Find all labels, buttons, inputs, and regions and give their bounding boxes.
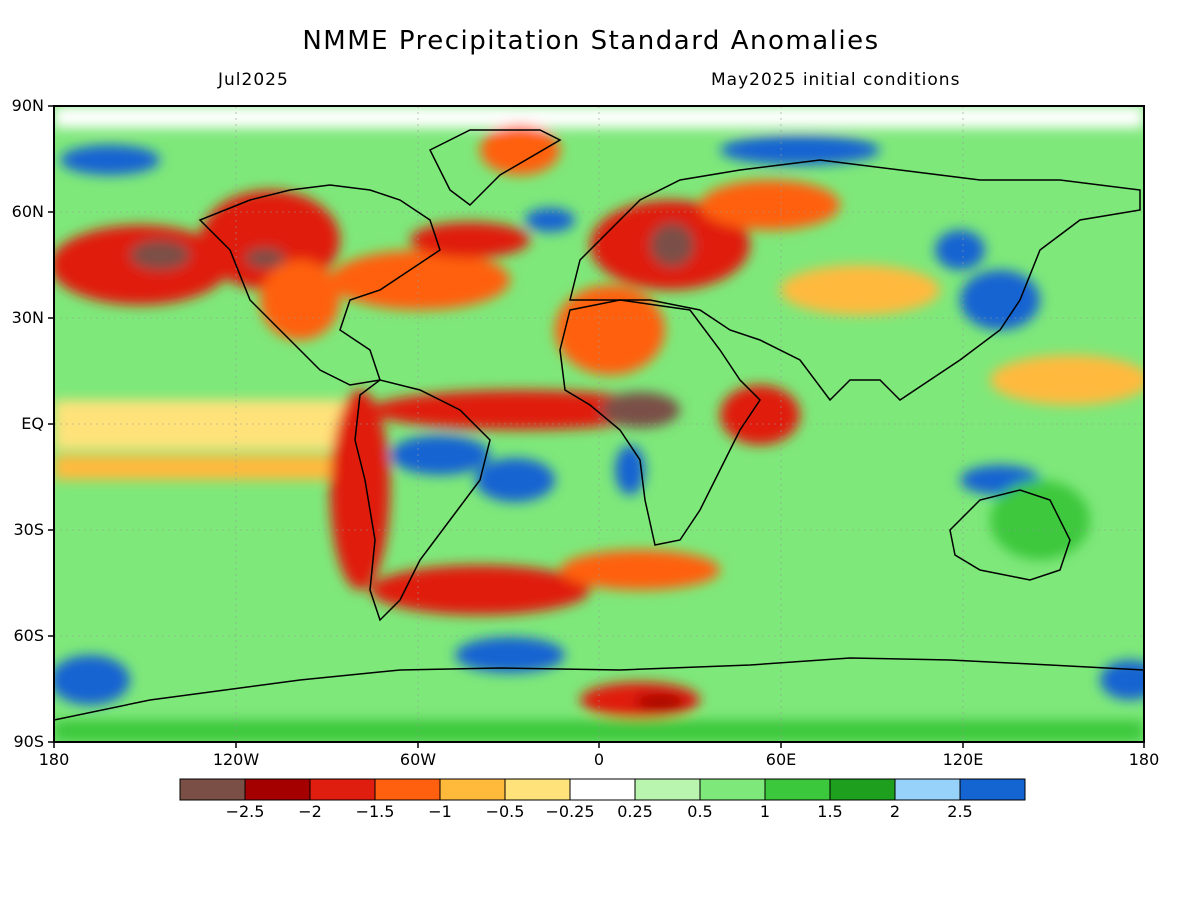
lon-label-0: 0 bbox=[593, 750, 605, 769]
colorbar-tick-label: 2 bbox=[889, 802, 901, 821]
colorbar-swatch bbox=[439, 778, 506, 801]
colorbar-swatch bbox=[309, 778, 376, 801]
coastlines bbox=[54, 129, 1144, 721]
colorbar-tick-label: 0.5 bbox=[687, 802, 713, 821]
colorbar-tick-label: −1.5 bbox=[355, 802, 395, 821]
brazil-wet bbox=[475, 458, 555, 502]
southern-ocean-wet-2 bbox=[54, 655, 130, 705]
eurasia-coast bbox=[569, 159, 1141, 402]
gulf-of-guinea-extreme bbox=[600, 392, 680, 428]
atlantic-dry bbox=[330, 250, 510, 310]
east-africa-dry bbox=[720, 385, 800, 445]
arctic-wet bbox=[720, 135, 880, 165]
western-na-extreme bbox=[245, 248, 285, 268]
north-atlantic-wet bbox=[525, 208, 575, 232]
init-conditions-label: May2025 initial conditions bbox=[711, 70, 961, 90]
lon-label-60w: 60W bbox=[399, 750, 437, 769]
lat-label-eq: EQ bbox=[21, 414, 44, 433]
lon-label-120e: 120E bbox=[942, 750, 984, 769]
colorbar-swatch bbox=[504, 778, 571, 801]
southern-ocean-wet-3 bbox=[1100, 660, 1144, 700]
sahara-dry bbox=[555, 285, 665, 375]
lon-label-60e: 60E bbox=[765, 750, 797, 769]
lat-lon-grid bbox=[54, 106, 1144, 742]
greenland-dry bbox=[480, 125, 560, 175]
siberia-dry bbox=[700, 180, 840, 230]
colorbar-swatch bbox=[699, 778, 766, 801]
east-asia-wet bbox=[960, 270, 1040, 330]
south-america-coast bbox=[354, 379, 491, 622]
bering-wet bbox=[60, 145, 160, 175]
colorbar-tick-label: −1 bbox=[428, 802, 452, 821]
colorbar-swatch bbox=[244, 778, 311, 801]
lat-label-60n: 60N bbox=[11, 202, 44, 221]
arctic-band bbox=[54, 106, 1144, 128]
lon-label-180w: 180 bbox=[38, 750, 70, 769]
rockies-dry bbox=[260, 260, 340, 340]
australia-wet bbox=[990, 480, 1090, 560]
colorbar-swatch bbox=[959, 778, 1026, 801]
eastern-europe-extreme bbox=[650, 223, 694, 267]
lat-label-30s: 30S bbox=[13, 520, 44, 539]
tropical-atlantic-dry bbox=[370, 390, 670, 430]
colorbar-tick-label: −2.5 bbox=[225, 802, 265, 821]
colorbar-tick-label: 0.25 bbox=[617, 802, 653, 821]
colorbar-swatch bbox=[374, 778, 441, 801]
south-africa-dry bbox=[560, 550, 720, 590]
chile-coast-dry bbox=[330, 390, 390, 590]
valid-month-label: Jul2025 bbox=[218, 70, 289, 90]
south-pacific-dry bbox=[54, 455, 384, 480]
antarctica-coast bbox=[54, 657, 1144, 721]
north-pacific-extreme bbox=[130, 240, 190, 270]
colorbar-swatch bbox=[894, 778, 961, 801]
colorbar-swatch bbox=[569, 778, 636, 801]
axis-ticks bbox=[48, 105, 1145, 748]
lon-label-120w: 120W bbox=[212, 750, 260, 769]
colorbar-tick-label: 1 bbox=[759, 802, 771, 821]
colorbar-tick-label: −0.5 bbox=[485, 802, 525, 821]
colorbar-swatch bbox=[634, 778, 701, 801]
colorbar-swatch bbox=[764, 778, 831, 801]
lat-label-60s: 60S bbox=[13, 626, 44, 645]
africa-coast bbox=[559, 299, 761, 546]
greenland-coast bbox=[428, 129, 562, 206]
colorbar-tick-label: 1.5 bbox=[817, 802, 843, 821]
amazon-wet bbox=[390, 435, 490, 475]
china-wet bbox=[935, 230, 985, 270]
colorbar-swatch bbox=[179, 778, 246, 801]
anomaly-field bbox=[54, 106, 1144, 742]
map-title: NMME Precipitation Standard Anomalies bbox=[302, 26, 880, 56]
colorbar-tick-label: −0.25 bbox=[545, 802, 595, 821]
lon-label-180e: 180 bbox=[1128, 750, 1160, 769]
southern-ocean-wet-1 bbox=[455, 637, 565, 673]
colorbar-tick-label: −2 bbox=[298, 802, 322, 821]
colorbar-tick-label: 2.5 bbox=[947, 802, 973, 821]
labrador-dry bbox=[410, 222, 530, 258]
central-asia-dry bbox=[780, 265, 940, 315]
australia-coast bbox=[949, 489, 1071, 581]
lat-label-90n: 90N bbox=[11, 96, 44, 115]
south-atlantic-dry bbox=[370, 565, 590, 615]
equatorial-pacific-dry bbox=[54, 400, 354, 450]
west-pacific-dry bbox=[990, 355, 1144, 405]
lat-label-30n: 30N bbox=[11, 308, 44, 327]
north-america-coast bbox=[198, 184, 441, 386]
lat-label-90s: 90S bbox=[13, 732, 44, 751]
colorbar bbox=[179, 778, 1026, 801]
antarctic-extreme bbox=[635, 694, 685, 710]
colorbar-swatch bbox=[829, 778, 896, 801]
